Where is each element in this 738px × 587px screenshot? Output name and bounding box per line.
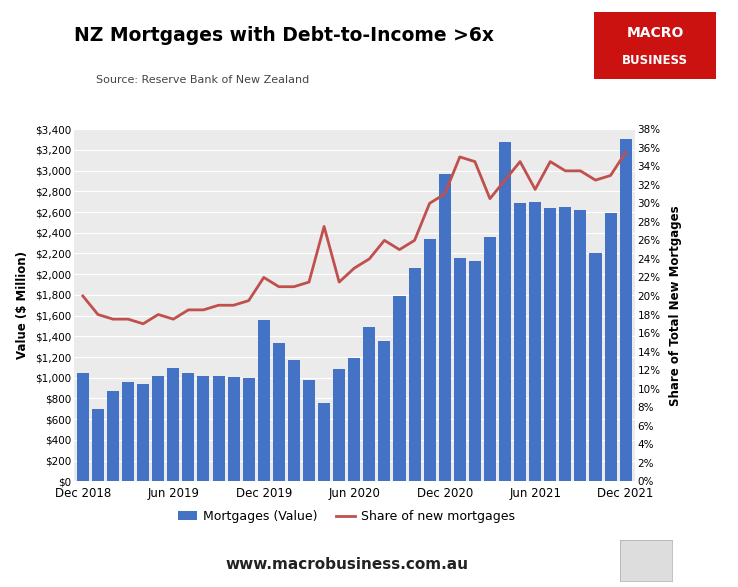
Bar <box>514 203 526 481</box>
Legend: Mortgages (Value), Share of new mortgages: Mortgages (Value), Share of new mortgage… <box>173 505 520 528</box>
Bar <box>409 268 421 481</box>
Bar <box>318 403 330 481</box>
Bar <box>604 213 616 481</box>
Bar <box>484 237 496 481</box>
Bar <box>438 174 451 481</box>
Bar <box>182 373 194 481</box>
Bar <box>620 140 632 481</box>
Bar <box>333 369 345 481</box>
Text: Source: Reserve Bank of New Zealand: Source: Reserve Bank of New Zealand <box>96 75 309 85</box>
Y-axis label: Value ($ Million): Value ($ Million) <box>16 251 30 359</box>
Text: NZ Mortgages with Debt-to-Income >6x: NZ Mortgages with Debt-to-Income >6x <box>74 26 494 45</box>
Bar <box>529 202 541 481</box>
Bar <box>107 391 119 481</box>
Bar <box>424 239 435 481</box>
Bar <box>92 409 104 481</box>
Bar <box>122 382 134 481</box>
Bar <box>303 380 315 481</box>
Text: BUSINESS: BUSINESS <box>622 54 688 67</box>
Bar <box>574 210 587 481</box>
Bar <box>590 254 601 481</box>
Bar <box>544 208 556 481</box>
Text: MACRO: MACRO <box>627 26 683 41</box>
Y-axis label: Share of Total New Mortgages: Share of Total New Mortgages <box>669 205 682 406</box>
Bar <box>454 258 466 481</box>
Bar <box>393 296 405 481</box>
Bar <box>348 358 360 481</box>
Bar <box>363 327 376 481</box>
Bar <box>273 343 285 481</box>
Bar <box>168 369 179 481</box>
Bar <box>288 360 300 481</box>
Text: www.macrobusiness.com.au: www.macrobusiness.com.au <box>225 557 469 572</box>
Bar <box>213 376 224 481</box>
Bar <box>152 376 165 481</box>
Bar <box>469 261 481 481</box>
Bar <box>379 342 390 481</box>
Bar <box>499 141 511 481</box>
Bar <box>243 378 255 481</box>
Bar <box>198 376 210 481</box>
Bar <box>258 320 270 481</box>
Bar <box>77 373 89 481</box>
Bar <box>227 377 240 481</box>
Bar <box>559 207 571 481</box>
Bar <box>137 384 149 481</box>
